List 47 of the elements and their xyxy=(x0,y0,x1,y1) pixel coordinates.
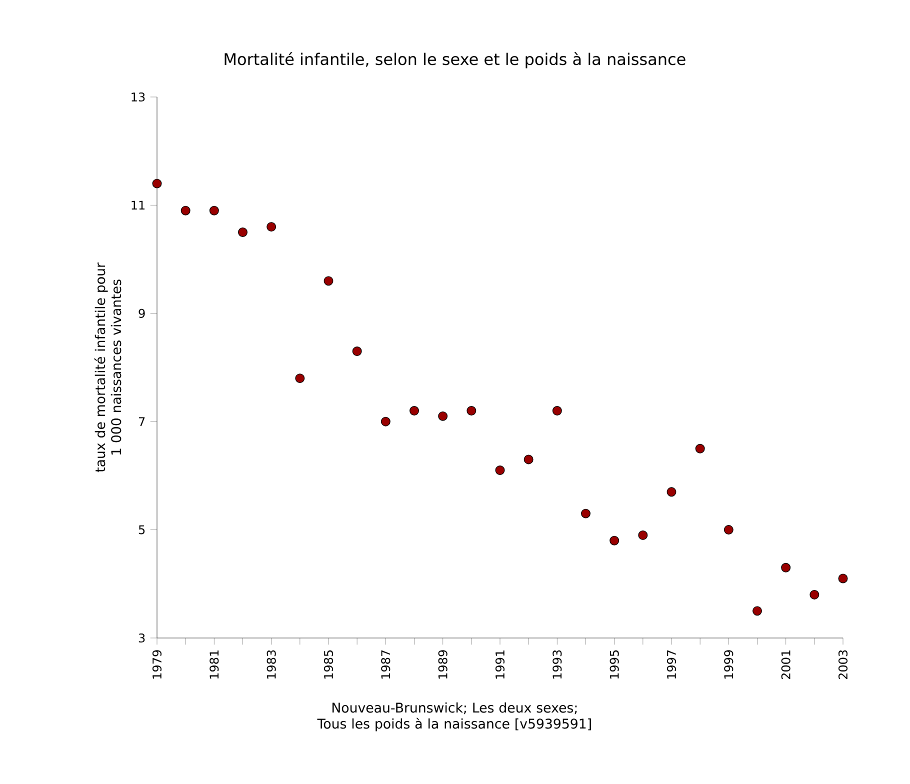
x-tick-label: 1995 xyxy=(610,650,619,679)
y-tick-label: 11 xyxy=(132,200,145,210)
x-tick-label: 1989 xyxy=(438,650,448,679)
x-tick-label: 1987 xyxy=(381,650,390,679)
y-tick-label: 13 xyxy=(132,92,145,102)
point xyxy=(666,487,676,497)
point xyxy=(238,228,248,237)
point xyxy=(610,536,620,546)
x-tick-label: 2003 xyxy=(838,650,848,680)
point xyxy=(466,406,476,416)
x-axis-title: Nouveau-Brunswick; Les deux sexes; Tous les poids à la naissance [v5939591] xyxy=(317,702,591,732)
x-tick-label: 1985 xyxy=(324,650,334,679)
point xyxy=(724,525,734,535)
y-axis-title: taux de mortalité infantile pour 1 000 naissances vivantes xyxy=(94,262,122,472)
point xyxy=(552,406,562,416)
point xyxy=(209,206,219,216)
x-tick-label: 1997 xyxy=(666,650,676,679)
point xyxy=(438,411,448,421)
y-tick-label: 9 xyxy=(138,308,145,318)
y-tick-label: 3 xyxy=(138,633,145,643)
point xyxy=(810,590,820,600)
y-tick-label: 7 xyxy=(138,417,145,426)
point xyxy=(524,454,534,464)
x-tick-label: 1999 xyxy=(724,650,734,679)
x-tick-label: 1983 xyxy=(266,650,276,679)
point xyxy=(495,466,505,476)
point xyxy=(295,374,305,384)
point xyxy=(380,416,390,426)
point xyxy=(695,444,705,454)
point xyxy=(180,206,190,216)
point xyxy=(752,606,762,616)
point xyxy=(410,406,419,416)
point xyxy=(266,222,276,232)
x-tick-label: 2001 xyxy=(781,650,790,680)
point xyxy=(152,178,162,188)
x-tick-label: 1981 xyxy=(210,650,219,679)
point xyxy=(581,508,590,518)
x-tick-label: 1991 xyxy=(495,650,505,679)
x-tick-label: 1979 xyxy=(152,650,162,679)
y-tick-label: 5 xyxy=(138,525,145,534)
point xyxy=(781,562,791,572)
point xyxy=(638,530,648,540)
point xyxy=(324,276,334,286)
chart-title: Mortalité infantile, selon le sexe et le poids à la naissance xyxy=(224,52,686,68)
point xyxy=(838,574,848,584)
point xyxy=(352,346,362,356)
x-tick-label: 1993 xyxy=(552,650,562,679)
